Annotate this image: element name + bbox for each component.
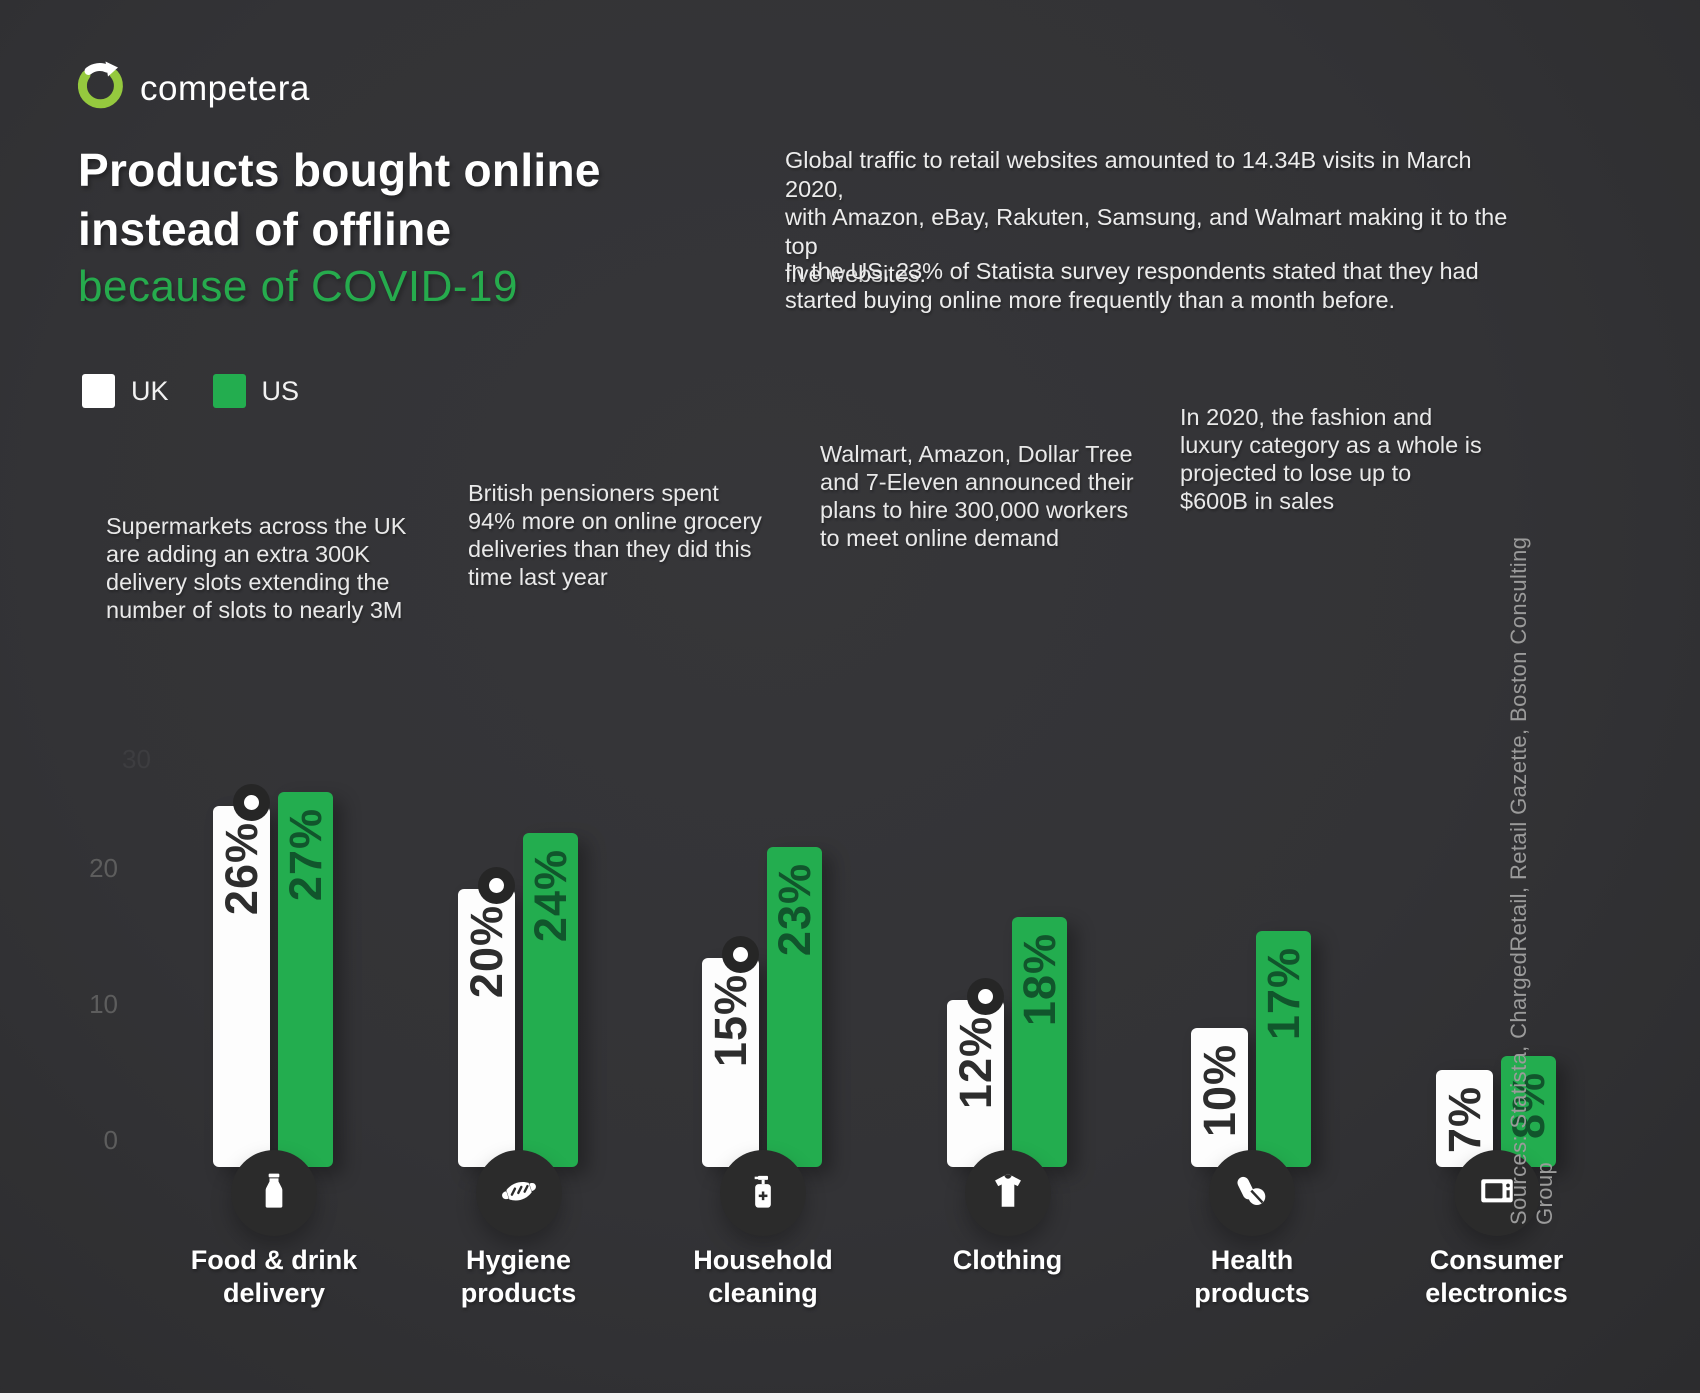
bar-us-5 <box>1500 1056 1556 1167</box>
bar-value-uk-2: 15% <box>705 974 756 1068</box>
bar-us-2 <box>767 847 822 1167</box>
intro-paragraph-2: In the US, 23% of Statista survey respon… <box>785 258 1479 313</box>
note-hiring: Walmart, Amazon, Dollar Tree and 7-Eleve… <box>820 441 1134 551</box>
t-shirt-icon <box>987 1170 1029 1217</box>
face-mask-icon <box>497 1169 541 1218</box>
uk-legend-label: UK <box>131 375 169 406</box>
page-title-line2: instead of offline <box>78 203 452 255</box>
note-fashion-losses: In 2020, the fashion and luxury category… <box>1180 404 1482 514</box>
category-label-0: Food & drink delivery <box>190 1245 358 1308</box>
category-icon-circle-4 <box>1209 1150 1295 1236</box>
bar-us-4 <box>1256 931 1311 1167</box>
category-icon-circle-0 <box>231 1150 317 1236</box>
y-axis-tick-0: 0 <box>103 1125 118 1155</box>
dot-marker-2 <box>722 936 759 973</box>
bar-us-1 <box>522 833 578 1167</box>
category-label-4: Health products <box>1194 1245 1310 1308</box>
legend-item-uk: UK <box>82 374 169 408</box>
sanitizer-bottle-icon <box>743 1171 783 1216</box>
y-axis-tick-20: 20 <box>89 853 118 883</box>
chart-legend: UK US <box>82 374 299 408</box>
category-label-5: Consumer electronics <box>1425 1245 1568 1308</box>
competera-logo-icon <box>74 60 126 117</box>
dot-marker-3 <box>966 978 1004 1015</box>
bar-uk-0 <box>213 806 270 1167</box>
page-title-highlight: because of COVID-19 <box>78 262 518 311</box>
bar-us-3 <box>1011 917 1067 1167</box>
category-icon-circle-5 <box>1453 1150 1540 1236</box>
bar-value-us-2: 23% <box>769 863 820 957</box>
y-axis-tick-30-faint: 30 <box>122 744 151 774</box>
bar-value-uk-0: 26% <box>216 822 267 916</box>
uk-swatch <box>82 374 115 408</box>
bar-uk-2 <box>702 958 759 1167</box>
category-label-2: Household cleaning <box>693 1245 833 1308</box>
bottom-edge-strip <box>0 1393 1700 1400</box>
sources-caption: Sources: Statista, ChargedRetail, Retail… <box>1506 536 1557 1225</box>
bar-value-us-0: 27% <box>280 808 331 902</box>
microwave-icon <box>1475 1169 1519 1218</box>
bar-uk-1 <box>457 889 515 1167</box>
bar-uk-5 <box>1435 1070 1493 1167</box>
bar-us-0 <box>278 792 333 1167</box>
note-supermarkets: Supermarkets across the UK are adding an… <box>106 513 407 623</box>
bar-uk-4 <box>1191 1028 1248 1167</box>
legend-item-us: US <box>212 374 300 408</box>
category-label-1: Hygiene products <box>460 1245 577 1308</box>
dot-marker-0 <box>233 784 270 821</box>
intro-paragraph-1: Global traffic to retail websites amount… <box>785 147 1508 287</box>
bar-value-us-3: 18% <box>1013 933 1065 1027</box>
note-pensioners: British pensioners spent 94% more on onl… <box>468 480 762 590</box>
pills-icon <box>1231 1170 1273 1217</box>
category-icon-circle-2 <box>720 1150 806 1236</box>
category-label-3: Clothing <box>952 1245 1063 1275</box>
y-axis-tick-10: 10 <box>89 989 118 1019</box>
competera-logo: competera <box>74 60 310 117</box>
us-swatch <box>212 374 246 408</box>
bar-uk-3 <box>946 1000 1004 1167</box>
page-title-line1: Products bought online <box>78 144 601 196</box>
bar-value-uk-1: 20% <box>460 905 512 999</box>
dot-marker-1 <box>477 867 515 904</box>
competera-wordmark: competera <box>140 68 310 108</box>
milk-bottle-icon <box>254 1171 294 1216</box>
us-legend-label: US <box>261 375 300 406</box>
bar-value-us-4: 17% <box>1258 947 1309 1041</box>
bar-value-us-1: 24% <box>524 849 576 943</box>
category-icon-circle-1 <box>475 1150 562 1236</box>
category-icon-circle-3 <box>964 1150 1051 1236</box>
